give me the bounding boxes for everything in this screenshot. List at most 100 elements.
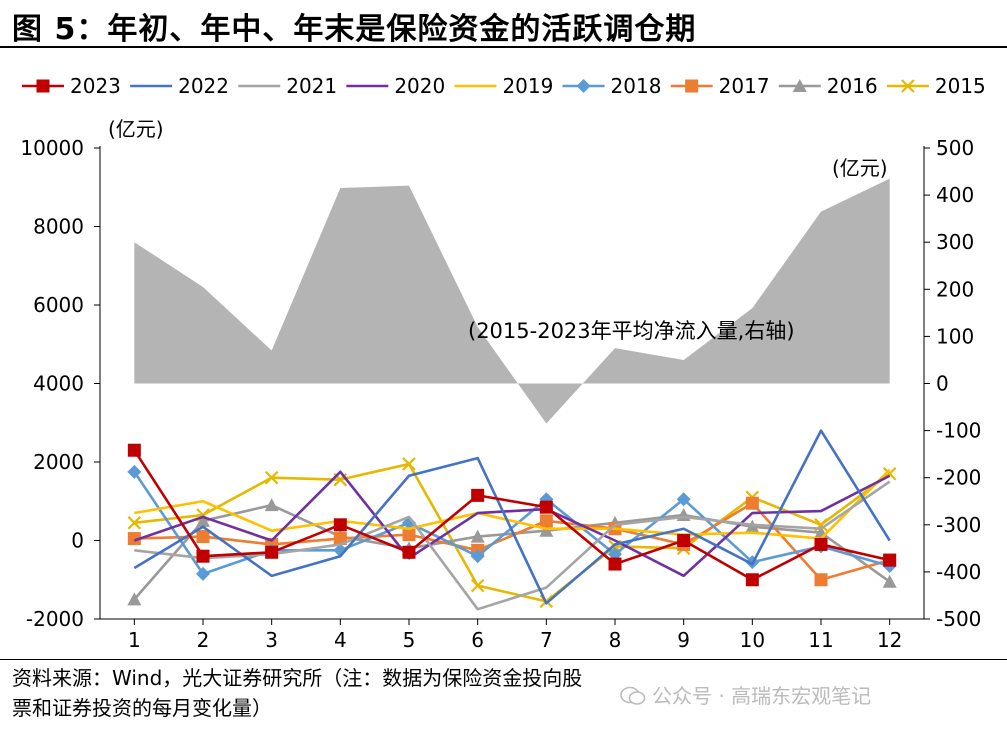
x-tick-label: 5 [403,628,416,652]
legend-swatch-marker [792,79,807,92]
legend-label: 2016 [827,74,878,98]
series-line-2019 [134,468,891,540]
right-tick-label: 100 [936,324,974,348]
title-divider [0,46,1007,48]
legend-swatch-marker [901,79,915,93]
legend-item-2016: 2016 [778,74,878,98]
series-2022 [133,429,891,605]
left-tick-label: 4000 [33,372,84,396]
data-point-2023 [333,518,347,532]
data-point-2023 [471,488,485,502]
data-point-2016 [470,529,485,543]
chart: 2023 2022 2021 2020 2019 2018 2017 2016 2015 (亿元… [20,74,986,652]
left-tick-label: 10000 [20,136,84,160]
data-point-2015 [127,516,142,530]
data-point-2017 [402,528,416,542]
series-line-2020 [133,470,891,578]
data-point-2023 [677,534,691,547]
data-point-2016 [127,592,142,606]
series-2016 [127,498,897,606]
source-note: 资料来源：Wind，光大证券研究所（注：数据为保险资金投向股票和证券投资的每月变… [12,666,583,720]
x-tick-label: 10 [740,628,765,652]
data-point-2023 [196,549,210,563]
data-point-2018 [196,566,210,581]
data-point-2015 [470,578,485,593]
legend-swatch-marker [576,79,591,93]
data-point-2023 [127,443,141,457]
legend-label: 2023 [70,74,121,98]
x-tick-label: 3 [265,628,278,652]
legend-item-2019: 2019 [454,74,553,98]
data-point-2015 [402,457,416,471]
data-point-2023 [539,500,553,514]
left-tick-label: -2000 [26,607,84,631]
legend-label: 2022 [178,74,229,98]
data-point-2023 [814,537,828,551]
data-point-2018 [676,492,691,507]
right-tick-label: -300 [936,513,981,537]
data-point-2023 [608,557,622,571]
legend-item-2015: 2015 [886,74,986,98]
right-axis-unit: (亿元) [832,156,888,180]
right-tick-label: 500 [936,136,974,160]
legend-item-2022: 2022 [130,74,229,98]
x-tick-label: 12 [877,628,902,652]
data-point-2023 [883,553,897,567]
legend-item-2018: 2018 [562,74,662,98]
data-point-2016 [264,498,279,512]
right-tick-label: -500 [936,607,981,631]
data-point-2017 [196,530,210,544]
figure-title: 图 5：年初、年中、年末是保险资金的活跃调仓期 [12,12,697,47]
data-point-2016 [539,523,554,537]
area-series-annotation: (2015-2023年平均净流入量,右轴) [468,319,795,343]
x-tick-label: 2 [197,628,210,652]
area-layer [134,178,890,424]
left-tick-label: 2000 [33,450,84,474]
watermark-text: 公众号 · 高瑞东宏观笔记 [652,684,872,708]
watermark: 公众号 · 高瑞东宏观笔记 [620,680,871,709]
series-line-2021 [134,480,891,611]
area-series-average [134,178,890,424]
legend-label: 2019 [502,74,553,98]
data-point-2016 [745,519,760,533]
series-2023 [127,443,897,587]
left-tick-label: 0 [71,529,84,553]
data-point-2023 [402,545,416,559]
left-tick-label: 8000 [33,215,84,239]
chart-legend: 2023 2022 2021 2020 2019 2018 2017 2016 2015 [22,74,986,98]
left-tick-label: 6000 [33,293,84,317]
series-line-2022 [133,429,891,605]
right-tick-label: 0 [936,372,949,396]
right-tick-label: -100 [936,419,981,443]
right-tick-label: 400 [936,183,974,207]
x-tick-label: 8 [609,628,622,652]
legend-label: 2017 [719,74,770,98]
wechat-icon [620,686,646,705]
series-2019 [134,468,891,540]
data-point-2017 [127,532,141,546]
axes-layer: -20000200040006000800010000-500-400-300-… [20,136,981,652]
data-point-2017 [745,496,759,510]
legend-swatch-marker [685,79,699,93]
series-line-2017 [134,501,891,582]
legend-swatch-marker [36,79,50,93]
series-2021 [134,480,891,611]
data-point-2023 [265,545,279,559]
legend-item-2021: 2021 [238,74,337,98]
legend-label: 2015 [935,74,986,98]
series-line-2015 [134,462,891,603]
left-axis-unit: (亿元) [108,117,164,141]
data-point-2017 [814,573,828,587]
legend-label: 2020 [394,74,445,98]
legend-label: 2018 [611,74,662,98]
right-tick-label: 300 [936,230,974,254]
lines-layer [127,429,897,611]
legend-item-2017: 2017 [670,74,770,98]
right-tick-label: -400 [936,560,981,584]
data-point-2016 [196,513,210,527]
x-tick-label: 4 [334,628,347,652]
x-tick-label: 6 [471,628,484,652]
x-tick-label: 1 [128,628,141,652]
data-point-2018 [470,549,485,564]
data-point-2015 [264,470,279,485]
